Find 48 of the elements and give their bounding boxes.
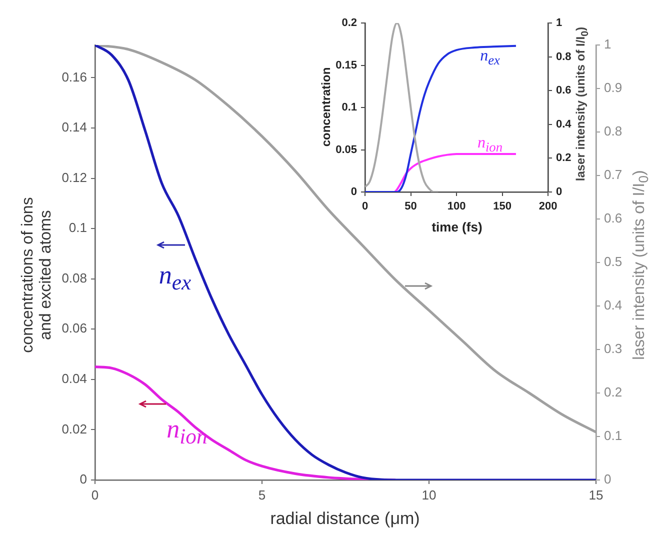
x-tick-label: 5 — [258, 487, 266, 502]
y2-tick-label: 0.4 — [604, 298, 622, 313]
y2-tick-label: 0.7 — [604, 167, 622, 182]
y2-tick-label: 1 — [604, 36, 612, 52]
y2-tick-label: 0.2 — [604, 384, 622, 400]
x-axis-title: time (fs) — [432, 220, 482, 236]
y2-tick-label: 0.4 — [556, 118, 572, 130]
y2-tick-label: 0.6 — [604, 210, 622, 226]
annotation: n$_{ion}$ — [477, 134, 503, 156]
y-tick-label: 0.14 — [62, 120, 87, 135]
y2-tick-label: 0 — [604, 472, 612, 487]
y2-tick-label: 0.1 — [604, 428, 622, 444]
y2-tick-label: 0.6 — [556, 84, 572, 97]
y-tick-label: 0.08 — [62, 270, 87, 286]
y2-tick-label: 0.5 — [604, 254, 622, 270]
line-series — [365, 44, 517, 192]
y-tick-label: 0.15 — [336, 59, 357, 72]
y-tick-label: 0.1 — [342, 102, 357, 114]
annotation: n$_{ex}$ — [158, 260, 192, 296]
y-tick-label: 0.1 — [68, 220, 87, 236]
y-tick-label: 0.05 — [336, 144, 357, 156]
x-tick-label: 0 — [362, 200, 368, 213]
y-axis-title: concentrations of ions and excited atoms — [20, 197, 56, 353]
x-tick-label: 100 — [447, 200, 466, 213]
y-tick-label: 0.06 — [62, 320, 87, 336]
x-tick-label: 150 — [493, 200, 512, 213]
y2-tick-label: 0.9 — [604, 80, 622, 96]
y-tick-label: 0.2 — [342, 17, 357, 30]
y-tick-label: 0.16 — [62, 69, 87, 84]
y2-tick-label: 1 — [556, 17, 562, 30]
x-tick-label: 15 — [588, 487, 604, 502]
x-axis-title: radial distance (μm) — [270, 509, 420, 529]
y-tick-label: 0.04 — [62, 371, 87, 386]
y-tick-label: 0 — [80, 472, 87, 487]
annotation: n$_{ex}$ — [480, 47, 500, 69]
y2-tick-label: 0 — [556, 186, 562, 198]
y2-tick-label: 0.3 — [604, 341, 622, 356]
y-tick-label: 0.12 — [62, 170, 87, 185]
y2-tick-label: 0.8 — [604, 124, 622, 139]
x-tick-label: 200 — [538, 200, 558, 213]
x-tick-label: 0 — [91, 487, 99, 502]
y2-tick-label: 0.8 — [556, 50, 572, 63]
y-tick-label: 0.02 — [62, 421, 87, 436]
y-axis-title: concentration — [319, 67, 334, 147]
y-tick-label: 0 — [350, 186, 357, 198]
x-tick-label: 50 — [404, 200, 417, 213]
y2-tick-label: 0.2 — [556, 152, 572, 164]
x-tick-label: 10 — [422, 487, 436, 502]
